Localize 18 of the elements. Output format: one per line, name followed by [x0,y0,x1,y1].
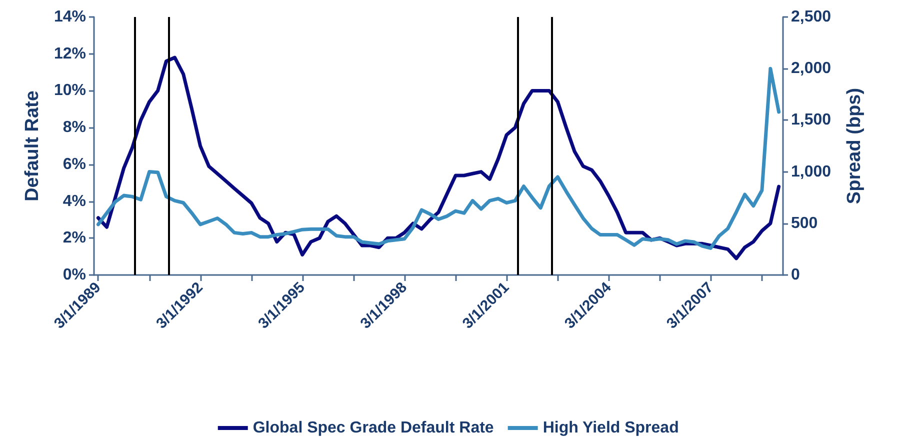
y2-tick-label: 500 [791,214,818,232]
y2-tick-label: 1,500 [791,112,832,129]
legend-label: High Yield Spread [542,420,679,436]
y-tick-label: 6% [62,156,86,173]
y2-tick-label: 0 [791,266,800,284]
y-tick-label: 4% [62,192,86,210]
y-tick-label: 2% [62,230,86,247]
y-tick-label: 0% [62,266,86,284]
y-axis-title: Default Rate [22,90,43,202]
legend-label: Global Spec Grade Default Rate [252,420,494,436]
y-tick-label: 14% [54,8,86,26]
y-tick-label: 12% [54,45,86,62]
y2-tick-label: 1,000 [791,163,832,180]
y2-tick-label: 2,500 [791,8,832,26]
y-tick-label: 10% [54,82,86,100]
y2-tick-label: 2,000 [791,60,832,78]
y-tick-label: 8% [62,119,86,136]
y2-axis-title: Spread (bps) [844,88,865,204]
